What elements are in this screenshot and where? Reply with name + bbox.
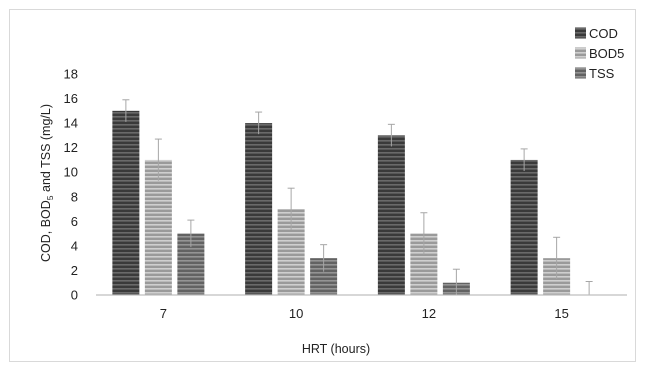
y-tick-label: 10 <box>64 165 78 180</box>
x-tick-label: 7 <box>160 306 167 321</box>
y-tick-label: 18 <box>64 67 78 82</box>
y-tick-label: 2 <box>71 263 78 278</box>
x-axis-ticks: 7 10 12 15 <box>160 306 569 321</box>
legend: COD BOD5 TSS <box>575 26 624 81</box>
y-tick-label: 4 <box>71 238 78 253</box>
y-tick-label: 12 <box>64 140 78 155</box>
y-tick-label: 16 <box>64 91 78 106</box>
bars-group <box>112 110 571 295</box>
y-tick-label: 8 <box>71 189 78 204</box>
legend-swatch-tss <box>575 67 586 79</box>
y-axis-ticks: 0 2 4 6 8 10 12 14 16 18 <box>64 67 78 303</box>
y-axis-title-subscript: 5 <box>45 195 55 200</box>
bar-bod5-7 <box>144 159 172 295</box>
y-axis-title: COD, BOD5 and TSS (mg/L) <box>39 104 55 262</box>
legend-label-bod5: BOD5 <box>589 46 624 61</box>
bar-cod-12 <box>377 135 405 295</box>
y-tick-label: 6 <box>71 214 78 229</box>
error-bars-group <box>122 99 593 295</box>
bar-cod-7 <box>112 110 140 295</box>
y-axis-title-prefix: COD, BOD <box>39 200 53 262</box>
legend-swatch-bod5 <box>575 47 586 59</box>
bar-cod-10 <box>245 123 273 295</box>
legend-label-tss: TSS <box>589 66 615 81</box>
y-axis-title-suffix: and TSS (mg/L) <box>39 104 53 195</box>
legend-label-cod: COD <box>589 26 618 41</box>
x-tick-label: 15 <box>554 306 568 321</box>
legend-swatch-cod <box>575 27 586 39</box>
x-axis-title: HRT (hours) <box>302 342 370 356</box>
x-tick-label: 12 <box>422 306 436 321</box>
y-tick-label: 14 <box>64 116 78 131</box>
bar-cod-15 <box>510 159 538 295</box>
x-tick-label: 10 <box>289 306 303 321</box>
y-tick-label: 0 <box>71 288 78 303</box>
